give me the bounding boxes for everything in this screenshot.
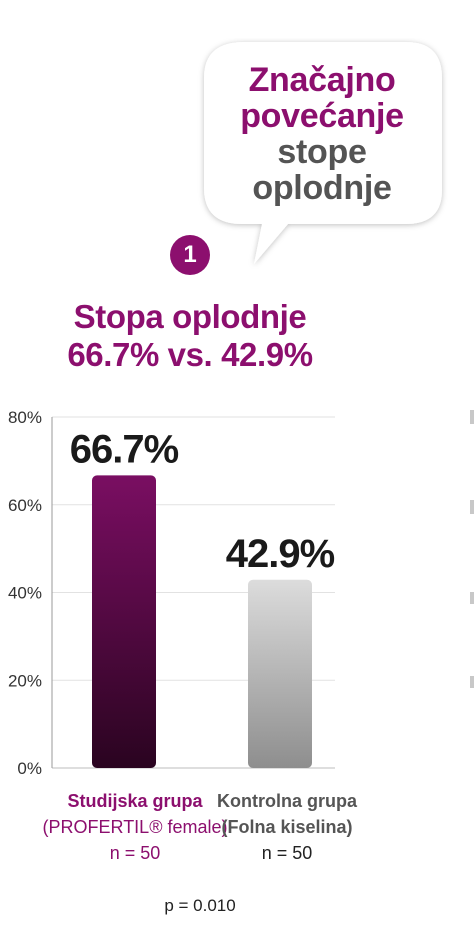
study-group-n: n = 50	[109, 843, 161, 863]
callout-line-1: Značajno	[248, 61, 396, 99]
category-label-control: Kontrolna grupa (Folna kiselina) n = 50	[212, 788, 362, 866]
y-tick-label: 40%	[8, 584, 42, 603]
edge-fragment	[470, 676, 474, 688]
number-badge: 1	[170, 235, 210, 275]
study-group-name: Studijska grupa	[67, 791, 203, 811]
chart-heading: Stopa oplodnje 66.7% vs. 42.9%	[30, 298, 350, 374]
y-tick-label: 80%	[8, 408, 42, 427]
callout-line-2: povećanje	[240, 97, 404, 135]
y-tick-label: 60%	[8, 496, 42, 515]
bar-value-label: 42.9%	[226, 532, 335, 576]
category-label-study: Studijska grupa (PROFERTIL® female) n = …	[30, 788, 240, 866]
speech-bubble	[204, 42, 442, 264]
edge-fragment	[470, 410, 474, 424]
y-tick-label: 0%	[17, 759, 42, 778]
p-value: p = 0.010	[164, 896, 236, 915]
callout-line-3: stope	[277, 133, 367, 171]
edge-fragment	[470, 500, 474, 514]
heading-comparison: 66.7% vs. 42.9%	[67, 336, 313, 373]
control-group-product: (Folna kiselina)	[221, 817, 353, 837]
callout-line-4: oplodnje	[252, 169, 392, 207]
bar-chart: 0% 20% 40% 60% 80% 66.7% 42.9%	[8, 408, 336, 778]
study-group-product: (PROFERTIL® female)	[42, 817, 228, 837]
control-group-n: n = 50	[261, 843, 313, 863]
edge-fragment	[470, 592, 474, 604]
y-tick-label: 20%	[8, 671, 42, 690]
bar-control-group	[248, 579, 312, 768]
callout-text: Značajno povećanje stope oplodnje	[208, 62, 436, 206]
bar-study-group	[92, 475, 156, 768]
heading-title: Stopa oplodnje	[73, 298, 307, 335]
control-group-name: Kontrolna grupa	[217, 791, 357, 811]
bar-value-label: 66.7%	[70, 427, 179, 471]
